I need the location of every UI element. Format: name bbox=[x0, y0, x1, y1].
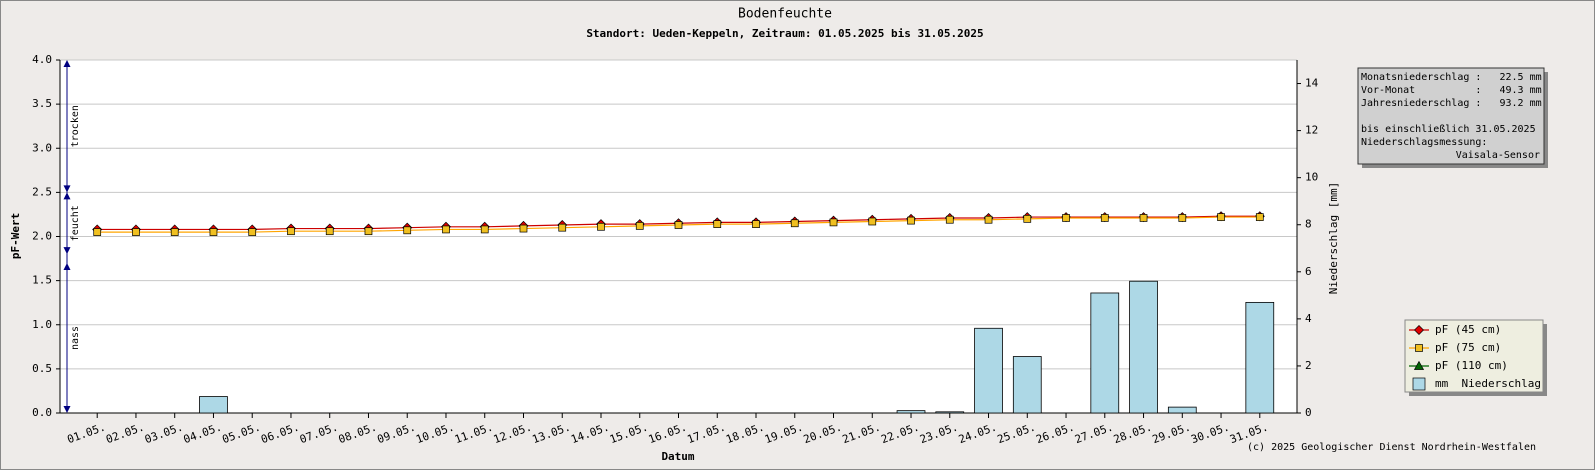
marker bbox=[480, 225, 489, 234]
y-tick-label: 0.5 bbox=[32, 362, 52, 375]
bar bbox=[1129, 280, 1158, 414]
zone-arrow-bottom bbox=[63, 185, 71, 193]
chart-subtitle: Standort: Ueden-Keppeln, Zeitraum: 01.05… bbox=[586, 27, 983, 40]
y2-tick-label: 2 bbox=[1305, 359, 1312, 372]
y-tick-label: 3.5 bbox=[32, 97, 52, 110]
legend bbox=[1404, 319, 1544, 393]
marker bbox=[674, 221, 683, 229]
marker bbox=[558, 223, 567, 232]
marker bbox=[287, 227, 295, 236]
y2-tick-label: 12 bbox=[1305, 124, 1318, 137]
marker bbox=[790, 219, 799, 228]
legend-label: pF (45 cm) bbox=[1435, 323, 1501, 336]
marker bbox=[325, 227, 334, 236]
marker bbox=[1178, 214, 1187, 222]
legend-label: pF (110 cm) bbox=[1435, 359, 1508, 372]
marker bbox=[442, 225, 450, 234]
y-tick-label: 1.5 bbox=[32, 274, 52, 287]
marker bbox=[635, 222, 644, 230]
marker bbox=[1217, 213, 1225, 221]
y2-tick-label: 6 bbox=[1305, 265, 1312, 278]
y2-tick-label: 0 bbox=[1305, 406, 1312, 419]
marker bbox=[1100, 214, 1109, 222]
marker bbox=[1255, 213, 1264, 221]
marker bbox=[1062, 214, 1070, 222]
y2-tick-label: 4 bbox=[1305, 312, 1312, 325]
y2-tick-label: 8 bbox=[1305, 218, 1312, 231]
info-line: Niederschlagsmessung: bbox=[1361, 137, 1487, 148]
marker bbox=[829, 218, 838, 227]
marker bbox=[1415, 344, 1423, 352]
x-axis-label: Datum bbox=[661, 450, 694, 463]
y-tick-label: 0.0 bbox=[32, 406, 52, 419]
zone-label: nass bbox=[70, 326, 81, 350]
marker bbox=[403, 226, 412, 235]
legend-label: pF (75 cm) bbox=[1435, 341, 1501, 354]
y-tick-label: 2.0 bbox=[32, 230, 52, 243]
marker bbox=[1414, 325, 1424, 335]
bar bbox=[974, 327, 1003, 414]
legend-label: mm Niederschlag bbox=[1435, 377, 1541, 390]
marker bbox=[868, 217, 877, 226]
zone-arrow-top bbox=[63, 262, 71, 270]
y2-tick-label: 10 bbox=[1305, 171, 1318, 184]
marker bbox=[752, 220, 760, 228]
legend-swatch bbox=[1412, 377, 1426, 391]
zone-label: feucht bbox=[70, 205, 81, 241]
marker bbox=[1413, 360, 1425, 370]
marker bbox=[93, 228, 102, 236]
y-tick-label: 4.0 bbox=[32, 53, 52, 66]
zone-arrow-bottom bbox=[63, 247, 71, 255]
bar bbox=[1167, 406, 1197, 414]
marker bbox=[597, 222, 605, 231]
zone-arrow-top bbox=[63, 192, 71, 200]
marker bbox=[248, 228, 257, 236]
y-axis-label: pF-Wert bbox=[9, 213, 22, 259]
zone-arrow-top bbox=[63, 60, 71, 67]
zone-arrow-bottom bbox=[63, 406, 71, 413]
y-tick-label: 2.5 bbox=[32, 185, 52, 198]
zone-label: trocken bbox=[70, 105, 81, 147]
info-line: Vor-Monat : 49.3 mm bbox=[1361, 85, 1542, 96]
marker bbox=[907, 216, 915, 225]
bar bbox=[199, 396, 228, 414]
footer: (c) 2025 Geologischer Dienst Nordrhein-W… bbox=[1247, 442, 1536, 453]
info-box bbox=[1357, 67, 1545, 165]
bar bbox=[1012, 356, 1042, 414]
chart-title: Bodenfeuchte bbox=[738, 7, 832, 22]
info-line: bis einschließlich 31.05.2025 bbox=[1361, 124, 1536, 135]
y-tick-label: 1.0 bbox=[32, 318, 52, 331]
marker bbox=[713, 220, 722, 228]
bar bbox=[1090, 292, 1120, 414]
info-line: Jahresniederschlag : 93.2 mm bbox=[1361, 98, 1542, 109]
marker bbox=[519, 224, 528, 233]
marker bbox=[364, 227, 373, 236]
y-tick-label: 3.0 bbox=[32, 141, 52, 154]
marker bbox=[945, 215, 954, 224]
bar bbox=[935, 411, 965, 414]
y2-tick-label: 14 bbox=[1305, 77, 1319, 90]
marker bbox=[132, 228, 140, 236]
marker bbox=[209, 228, 218, 236]
marker bbox=[1023, 215, 1032, 223]
bar bbox=[1245, 301, 1275, 414]
y2-axis-label: Niederschlag [mm] bbox=[1327, 182, 1340, 295]
info-sensor: Vaisala-Sensor bbox=[1456, 150, 1540, 161]
marker bbox=[170, 228, 179, 236]
info-line: Monatsniederschlag : 22.5 mm bbox=[1361, 72, 1542, 83]
bar bbox=[896, 410, 926, 414]
marker bbox=[984, 215, 993, 224]
marker bbox=[1139, 214, 1148, 222]
